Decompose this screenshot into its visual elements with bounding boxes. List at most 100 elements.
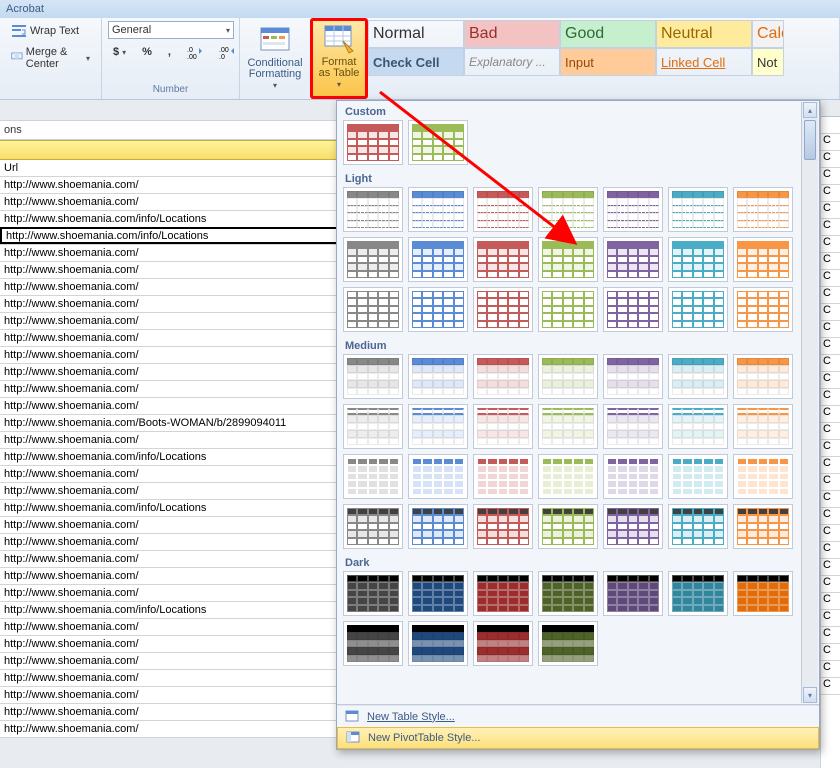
gallery-section-label: Medium bbox=[343, 337, 817, 354]
table-style-thumb[interactable] bbox=[538, 404, 598, 449]
table-style-thumb[interactable] bbox=[668, 237, 728, 282]
style-normal[interactable]: Normal bbox=[368, 20, 464, 48]
table-style-thumb[interactable] bbox=[473, 404, 533, 449]
scroll-thumb[interactable] bbox=[804, 120, 816, 160]
table-style-thumb[interactable] bbox=[408, 504, 468, 549]
table-style-thumb[interactable] bbox=[603, 404, 663, 449]
table-style-thumb[interactable] bbox=[538, 454, 598, 499]
table-style-thumb[interactable] bbox=[343, 504, 403, 549]
increase-decimal-button[interactable]: .0.00 bbox=[182, 43, 208, 61]
table-style-thumb[interactable] bbox=[733, 187, 793, 232]
style-check-cell[interactable]: Check Cell bbox=[368, 48, 464, 76]
table-style-thumb[interactable] bbox=[343, 354, 403, 399]
table-style-thumb[interactable] bbox=[733, 404, 793, 449]
new-pivottable-style-button[interactable]: New PivotTable Style... bbox=[337, 727, 819, 749]
ribbon: Wrap Text Merge & Center ▾ General ▾ $▾ … bbox=[0, 18, 840, 100]
table-style-thumb[interactable] bbox=[668, 404, 728, 449]
comma-button[interactable]: , bbox=[163, 44, 176, 60]
table-style-thumb[interactable] bbox=[668, 354, 728, 399]
currency-button[interactable]: $▾ bbox=[108, 44, 131, 60]
table-style-thumb[interactable] bbox=[473, 571, 533, 616]
table-style-thumb[interactable] bbox=[733, 354, 793, 399]
format-as-table-button[interactable]: Format as Table ▾ bbox=[310, 18, 368, 99]
style-neutral[interactable]: Neutral bbox=[656, 20, 752, 48]
next-column-strip: CCCCCCCCCCCCCCCCCCCCCCCCCCCCCCCCC bbox=[820, 100, 840, 768]
table-style-thumb[interactable] bbox=[408, 187, 468, 232]
table-style-thumb[interactable] bbox=[343, 404, 403, 449]
chevron-down-icon: ▾ bbox=[226, 26, 230, 35]
table-style-thumb[interactable] bbox=[733, 571, 793, 616]
table-style-thumb[interactable] bbox=[603, 454, 663, 499]
number-group-label: Number bbox=[108, 84, 233, 98]
chevron-down-icon: ▾ bbox=[86, 54, 90, 63]
table-style-thumb[interactable] bbox=[408, 404, 468, 449]
svg-text:.00: .00 bbox=[219, 47, 229, 54]
style-note[interactable]: Not bbox=[752, 48, 784, 76]
table-style-thumb[interactable] bbox=[538, 504, 598, 549]
table-style-thumb[interactable] bbox=[343, 120, 403, 165]
table-style-thumb[interactable] bbox=[733, 287, 793, 332]
table-style-thumb[interactable] bbox=[733, 504, 793, 549]
table-style-thumb[interactable] bbox=[408, 621, 468, 666]
table-style-thumb[interactable] bbox=[603, 354, 663, 399]
table-style-thumb[interactable] bbox=[408, 287, 468, 332]
table-style-thumb[interactable] bbox=[408, 237, 468, 282]
table-style-thumb[interactable] bbox=[538, 621, 598, 666]
cell-styles-gallery[interactable]: Normal Check Cell Bad Explanatory ... Go… bbox=[368, 20, 839, 76]
table-style-thumb[interactable] bbox=[603, 287, 663, 332]
gallery-section-label: Dark bbox=[343, 554, 817, 571]
gallery-scrollbar[interactable]: ▴ ▾ bbox=[801, 102, 818, 703]
table-style-thumb[interactable] bbox=[603, 237, 663, 282]
table-style-thumb[interactable] bbox=[473, 454, 533, 499]
table-style-thumb[interactable] bbox=[473, 354, 533, 399]
table-style-thumb[interactable] bbox=[538, 354, 598, 399]
table-style-thumb[interactable] bbox=[733, 237, 793, 282]
table-style-thumb[interactable] bbox=[538, 237, 598, 282]
table-style-thumb[interactable] bbox=[408, 454, 468, 499]
merge-center-icon bbox=[11, 50, 23, 66]
scroll-up-button[interactable]: ▴ bbox=[803, 102, 817, 118]
table-style-thumb[interactable] bbox=[538, 571, 598, 616]
decrease-decimal-button[interactable]: .00.0 bbox=[214, 43, 240, 61]
table-style-thumb[interactable] bbox=[343, 621, 403, 666]
table-style-thumb[interactable] bbox=[473, 237, 533, 282]
table-style-thumb[interactable] bbox=[473, 187, 533, 232]
table-style-thumb[interactable] bbox=[473, 287, 533, 332]
style-good[interactable]: Good bbox=[560, 20, 656, 48]
table-style-thumb[interactable] bbox=[343, 287, 403, 332]
table-style-thumb[interactable] bbox=[408, 354, 468, 399]
merge-center-button[interactable]: Merge & Center ▾ bbox=[6, 44, 95, 72]
table-style-thumb[interactable] bbox=[343, 571, 403, 616]
table-style-thumb[interactable] bbox=[473, 504, 533, 549]
table-style-thumb[interactable] bbox=[733, 454, 793, 499]
table-style-thumb[interactable] bbox=[668, 504, 728, 549]
style-bad[interactable]: Bad bbox=[464, 20, 560, 48]
table-style-thumb[interactable] bbox=[668, 287, 728, 332]
style-calculation[interactable]: Calc bbox=[752, 20, 784, 48]
wrap-text-button[interactable]: Wrap Text bbox=[6, 21, 95, 41]
wrap-text-label: Wrap Text bbox=[30, 25, 79, 37]
percent-button[interactable]: % bbox=[137, 44, 157, 60]
table-style-thumb[interactable] bbox=[343, 454, 403, 499]
table-style-thumb[interactable] bbox=[473, 621, 533, 666]
table-style-thumb[interactable] bbox=[408, 120, 468, 165]
conditional-formatting-icon bbox=[259, 24, 291, 56]
scroll-down-button[interactable]: ▾ bbox=[803, 687, 817, 703]
table-style-thumb[interactable] bbox=[343, 187, 403, 232]
table-style-thumb[interactable] bbox=[538, 187, 598, 232]
table-style-thumb[interactable] bbox=[668, 571, 728, 616]
new-table-style-button[interactable]: New Table Style... bbox=[337, 705, 819, 727]
table-style-thumb[interactable] bbox=[408, 571, 468, 616]
style-linked-cell[interactable]: Linked Cell bbox=[656, 48, 752, 76]
table-style-thumb[interactable] bbox=[668, 454, 728, 499]
style-explanatory[interactable]: Explanatory ... bbox=[464, 48, 560, 76]
table-style-thumb[interactable] bbox=[343, 237, 403, 282]
table-style-thumb[interactable] bbox=[603, 504, 663, 549]
table-style-thumb[interactable] bbox=[668, 187, 728, 232]
style-input[interactable]: Input bbox=[560, 48, 656, 76]
conditional-formatting-button[interactable]: Conditional Formatting ▾ bbox=[246, 21, 304, 94]
table-style-thumb[interactable] bbox=[538, 287, 598, 332]
table-style-thumb[interactable] bbox=[603, 571, 663, 616]
number-format-select[interactable]: General ▾ bbox=[108, 21, 234, 39]
table-style-thumb[interactable] bbox=[603, 187, 663, 232]
